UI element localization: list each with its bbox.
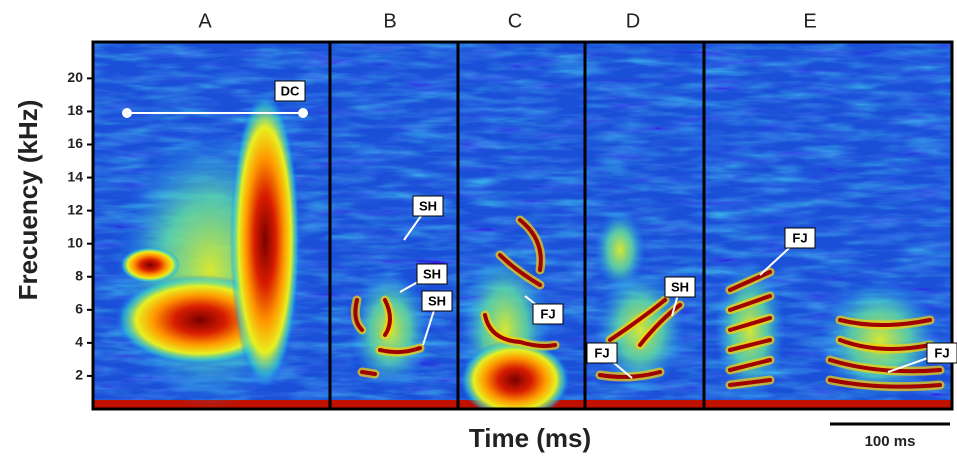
- panel-label: A: [198, 10, 212, 32]
- annotation-box: [532, 303, 564, 325]
- heat-core: [378, 346, 422, 355]
- y-axis-label: Frecuency (kHz): [13, 100, 43, 301]
- panel-label: D: [626, 10, 640, 32]
- heat-blob: [230, 90, 300, 390]
- y-tick-label: 14: [67, 168, 83, 184]
- heat-core: [828, 378, 942, 389]
- heat-core: [838, 338, 932, 351]
- y-tick-label: 2: [75, 367, 83, 383]
- annotation-box: [664, 276, 696, 298]
- heat-blob: [595, 210, 645, 290]
- y-tick-label: 4: [75, 334, 83, 350]
- heat-core: [728, 358, 772, 372]
- heat-core: [728, 338, 772, 352]
- panel-label: C: [508, 10, 522, 32]
- heat-core: [518, 218, 543, 272]
- scale-bar-label: 100 ms: [865, 433, 916, 450]
- frame: [91, 40, 954, 411]
- annotation: FJ: [594, 345, 609, 360]
- annotation: FJ: [934, 345, 949, 360]
- annotation-box: [784, 227, 816, 249]
- heat-core: [838, 318, 932, 327]
- heat-core: [483, 313, 557, 348]
- heat-core: [728, 316, 772, 332]
- heat-core: [728, 378, 772, 387]
- y-tick-label: 6: [75, 301, 83, 317]
- annotation: SH: [428, 293, 446, 308]
- heat-core: [353, 298, 364, 332]
- y-tick-label: 20: [67, 69, 83, 85]
- heat-blob: [120, 247, 180, 283]
- heat-core: [828, 358, 942, 374]
- panel-label: B: [383, 10, 396, 32]
- heat-core: [360, 370, 377, 376]
- annotation: DC: [281, 83, 300, 98]
- annotation: SH: [423, 266, 441, 281]
- heat-core: [638, 303, 682, 347]
- x-axis-label: Time (ms): [469, 423, 591, 453]
- annotation-box: [421, 290, 453, 312]
- annotation-box: [416, 263, 448, 285]
- y-tick-label: 10: [67, 234, 83, 250]
- heat-core: [608, 298, 667, 342]
- heat: [115, 90, 945, 409]
- heat-core: [383, 298, 392, 337]
- heat-core: [728, 270, 772, 292]
- y-tick-label: 8: [75, 267, 83, 283]
- dividers: [328, 42, 706, 409]
- panel-label: E: [803, 10, 816, 32]
- spectrogram: [93, 42, 952, 409]
- annotation: FJ: [792, 230, 807, 245]
- y-tick-label: 18: [67, 102, 83, 118]
- dc-dot: [298, 108, 308, 118]
- annotation: SH: [419, 198, 437, 213]
- annotation-box: [586, 342, 618, 364]
- y-tick-label: 16: [67, 135, 83, 151]
- dc-dot: [122, 108, 132, 118]
- annotation-box: [926, 342, 957, 364]
- heat-blob: [460, 340, 570, 409]
- heat-core: [498, 253, 542, 287]
- annotation-box: [412, 195, 444, 217]
- heat-core: [728, 294, 772, 312]
- annotation: SH: [671, 279, 689, 294]
- annotation-box: [274, 80, 306, 102]
- y-tick-label: 12: [67, 201, 83, 217]
- annotation: FJ: [540, 306, 555, 321]
